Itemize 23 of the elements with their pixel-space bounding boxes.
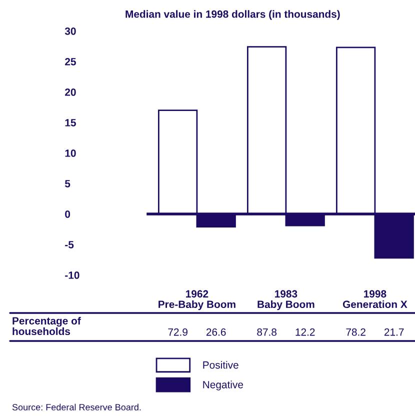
y-tick-label: 0 [65, 210, 70, 218]
y-tick-label: 10 [65, 150, 76, 157]
chart-title: Median value in 1998 dollars (in thousands) [126, 10, 340, 20]
text: Percentage of households [12, 316, 81, 336]
source-note: Source: Federal Reserve Board. [12, 404, 141, 410]
y-tick-label: 30 [64, 28, 76, 35]
text: 26.6 [206, 328, 226, 336]
x-tick-label: 1962 Pre-Baby Boom [158, 290, 236, 310]
text: 21.7 [384, 328, 404, 336]
text: 87.8 [257, 328, 276, 336]
text: 78.2 [346, 328, 366, 336]
legend-label: Positive [203, 361, 238, 369]
x-tick-label: 1983 Baby Boom [258, 290, 314, 310]
y-tick-label: 15 [65, 119, 76, 126]
x-tick-label: 1998 Generation X [342, 290, 408, 308]
text: 72.9 [168, 328, 188, 336]
y-tick-label: -5 [65, 241, 74, 248]
y-tick-label: 25 [65, 58, 76, 66]
y-tick-label: -10 [65, 272, 80, 279]
y-tick-label: 5 [64, 180, 70, 188]
text: 12.2 [296, 328, 315, 336]
legend-label: Negative [203, 380, 244, 390]
y-tick-label: 20 [65, 88, 76, 96]
